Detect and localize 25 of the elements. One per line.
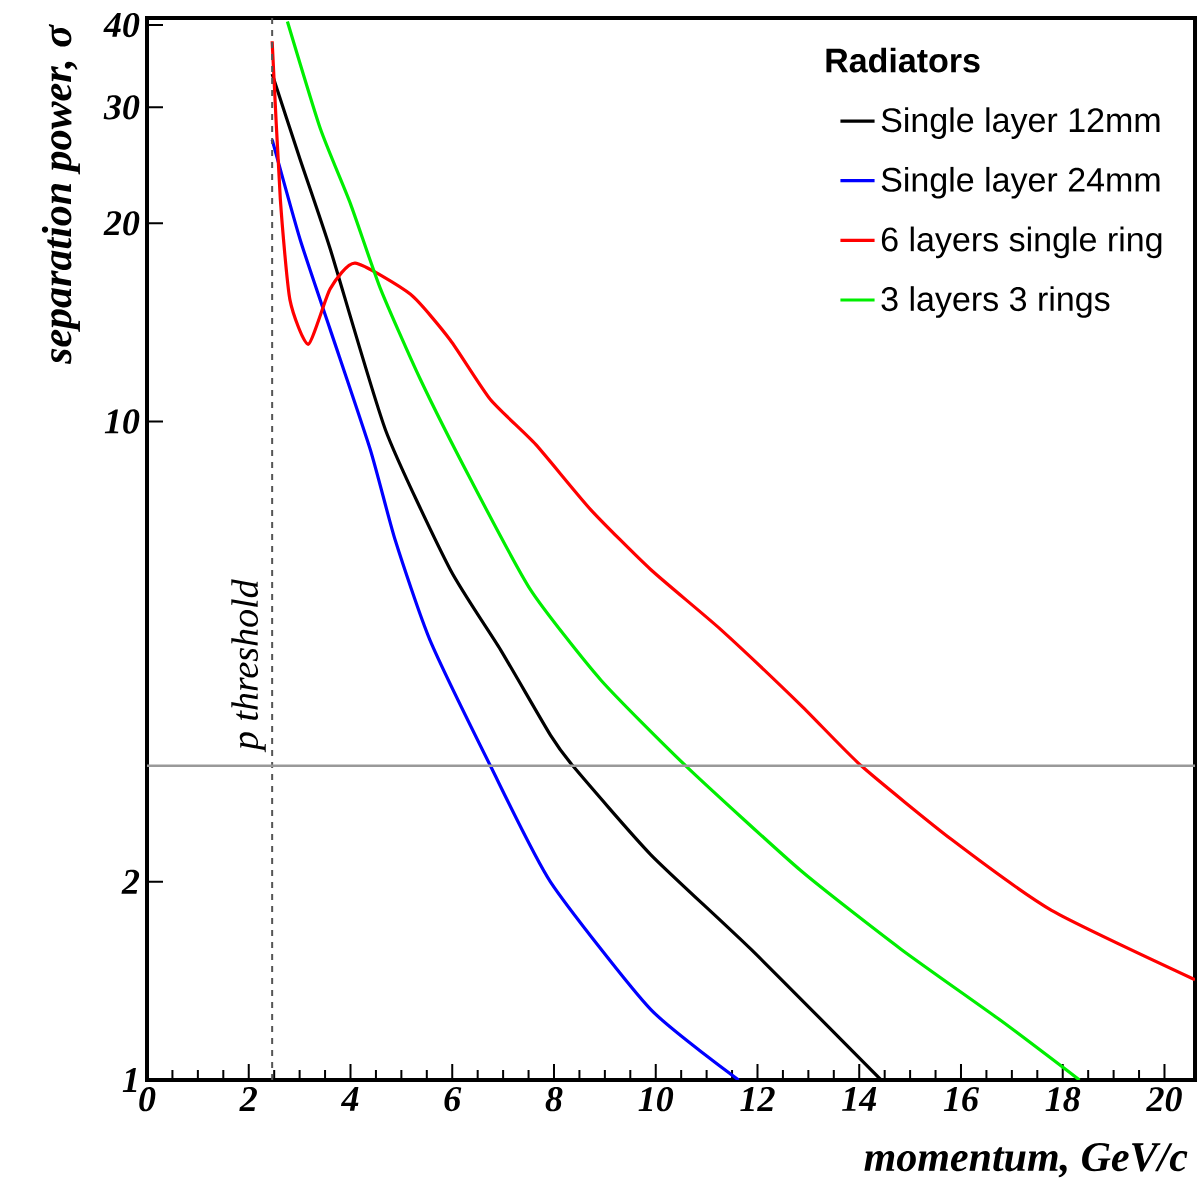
legend-title: Radiators [826, 47, 980, 73]
x-axis-title: momentum, GeV/c [864, 1143, 1188, 1178]
y-tick-label: 20 [103, 211, 140, 236]
y-axis-title: separation power, σ [41, 24, 80, 365]
x-tick-label: 12 [740, 1087, 775, 1111]
ref-line-label: p threshold [231, 579, 266, 753]
x-tick-label: 10 [638, 1087, 674, 1112]
x-tick-label: 4 [340, 1087, 359, 1111]
x-tick-label: 20 [1146, 1087, 1182, 1112]
x-tick-label: 0 [139, 1087, 156, 1112]
legend-label: 6 layers single ring [881, 226, 1162, 259]
y-tick-label: 2 [121, 869, 140, 894]
x-tick-label: 6 [444, 1087, 462, 1112]
y-tick-label: 10 [104, 409, 140, 434]
legend-label: 3 layers 3 rings [881, 286, 1110, 318]
legend-label: Single layer 12mm [881, 107, 1160, 139]
y-tick-label: 40 [103, 12, 140, 38]
x-tick-label: 14 [842, 1087, 877, 1111]
x-tick-label: 8 [545, 1087, 563, 1112]
x-tick-label: 16 [943, 1087, 979, 1112]
x-tick-label: 18 [1045, 1087, 1081, 1112]
legend-label: Single layer 24mm [881, 166, 1160, 199]
y-tick-label: 1 [122, 1068, 137, 1092]
x-tick-label: 2 [239, 1087, 257, 1111]
y-tick-label: 30 [103, 95, 140, 120]
